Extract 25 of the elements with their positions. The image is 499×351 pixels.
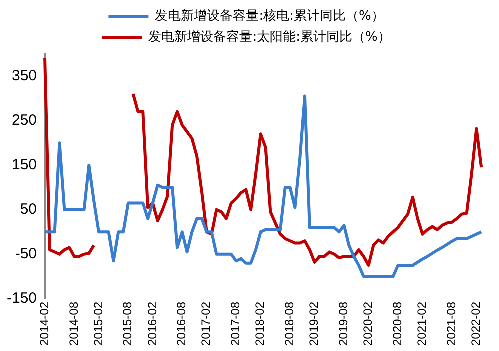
legend-label: 发电新增设备容量:核电:累计同比（%） [155,8,384,24]
y-tick-label: 150 [12,156,38,174]
x-tick-label: 2018-02 [253,302,268,346]
y-tick-label: -150 [6,290,38,308]
x-tick-label: 2018-08 [282,302,297,346]
legend-label: 发电新增设备容量:太阳能:累计同比（%） [148,28,391,45]
x-tick-label: 2019-08 [336,302,351,346]
y-tick-label: -50 [15,246,38,263]
x-tick-label: 2017-02 [199,302,214,346]
x-tick-label: 2021-02 [415,302,430,346]
x-tick-label: 2020-02 [361,302,376,346]
y-tick-label: 350 [12,67,38,84]
x-tick-label: 2021-08 [444,302,458,346]
x-tick-label: 2022-02 [469,302,484,346]
y-tick-label: 50 [20,201,38,218]
x-tick-label: 2015-08 [120,302,135,346]
x-tick-label: 2014-08 [66,302,81,346]
x-tick-label: 2019-02 [307,302,322,346]
x-tick-label: 2017-08 [228,302,243,346]
y-tick-label: 250 [12,112,38,129]
x-tick-label: 2016-02 [145,302,160,346]
x-tick-label: 2016-08 [174,302,189,346]
x-tick-label: 2020-08 [390,302,405,346]
x-tick-label: 2014-02 [37,302,52,346]
x-tick-label: 2015-02 [91,302,106,346]
